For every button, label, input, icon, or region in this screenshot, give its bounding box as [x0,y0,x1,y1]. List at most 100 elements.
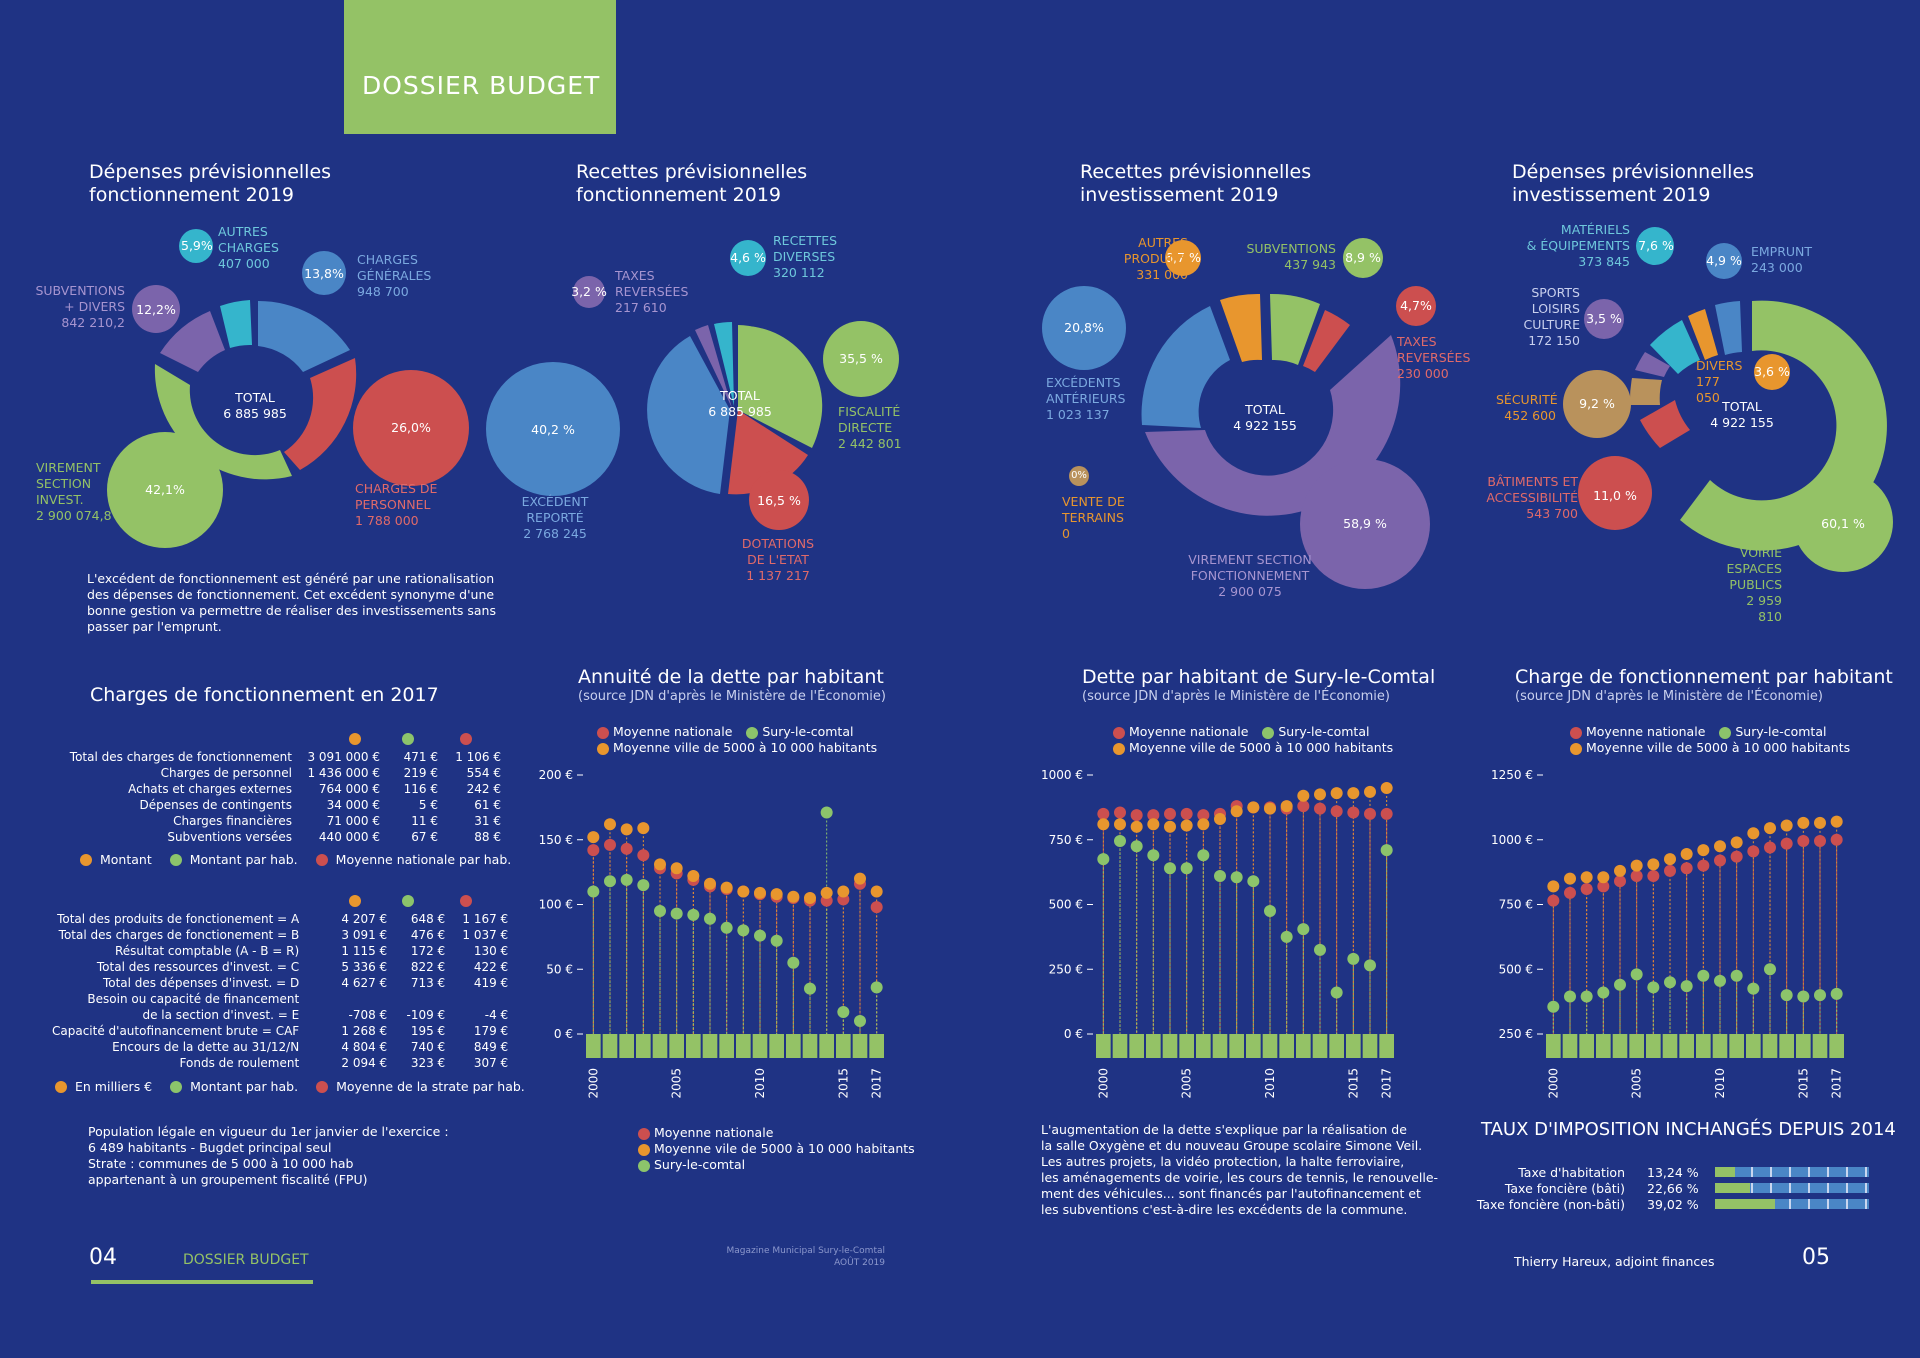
chart2-base-bar [1162,1034,1178,1058]
table2-row: Résultat comptable (A - B = R) 1 115 € 172… [48,943,512,959]
table2-label-cell: Résultat comptable (A - B = R) [114,944,300,958]
table1-dot-nationale [460,733,472,745]
chart3-point [1614,864,1626,877]
donut-3-label-autres-l1: AUTRES [1138,235,1188,250]
chart2-base-bar [1196,1034,1211,1058]
donut-3-bubble-subventions [1343,238,1383,278]
chart3-y-tick-label: 250 € [1499,1027,1533,1041]
chart2-base-bar [1229,1034,1244,1058]
chart3-point [1614,978,1626,991]
chart2-point [1380,781,1393,794]
donut-2-slice-excedent [647,336,730,494]
chart3-legend: Moyenne nationale Sury-le-comtal Moyenne… [1570,724,1850,756]
table2-value-cell: 179 € [473,1024,509,1038]
donut-title-4-line2: investissement 2019 [1512,184,1711,206]
donut-3-total-value: 4 922 155 [1233,418,1297,433]
chart2-y-tick-label: 0 € [1064,1027,1083,1041]
chart3-x-tick-label: 2017 [1830,1068,1844,1099]
donut-1-slice-autres [220,300,252,348]
table1-value-cell: 242 € [466,782,501,796]
chart2-point [1297,789,1310,802]
chart1-legend-bottom-sury: Sury-le-comtal [654,1157,746,1172]
donut-4-pct-divers: 3,6 % [1754,364,1790,379]
chart1-legend-bottom: Moyenne nationale Moyenne vile de 5000 à… [638,1125,915,1173]
chart1-point [820,886,833,899]
chart1-base-bar [819,1034,834,1058]
chart3-point [1647,981,1660,994]
donut-4-pct-voirie: 60,1 % [1821,516,1865,531]
taux-bar [1715,1183,1869,1193]
section-header: DOSSIER BUDGET [344,0,616,134]
chart1-base-bar [786,1034,801,1058]
population-line-2: 6 489 habitants - Bugdet principal seul [88,1140,332,1155]
donut-4-label-securite: SÉCURITÉ 452 600 [1496,392,1558,424]
donut-4-label-sports-l2: LOISIRS [1531,301,1580,316]
donut-2-slice-fiscalite-full [738,325,821,448]
chart2-point [1230,805,1243,818]
donut-2-pct-excedent: 40,2 % [531,422,575,437]
donut-2-total-label: TOTAL [720,388,760,403]
chart1-base-bar [669,1034,684,1058]
chart3-point [1680,862,1693,875]
donut-2-label-recettes-l3: 320 112 [773,265,825,280]
taux-bar [1715,1167,1869,1177]
table2-value-cell: 4 207 € [341,912,388,926]
table1-label-cell: Charges financières [173,814,292,828]
donut-1-label-subventions-l1: SUBVENTIONS [35,283,125,298]
donut-4-pct-sports: 3,5 % [1586,311,1622,326]
donut-3-total-label: TOTAL [1245,402,1285,417]
chart3-point [1647,858,1660,871]
chart2-point [1197,809,1210,822]
chart3-x-tick-label: 2010 [1713,1068,1727,1099]
table2-value-cell: 822 € [410,960,446,974]
donut-4-slice-batiments [1640,400,1690,448]
donut-1-pct-generales: 13,8% [304,266,344,281]
chart1-point [704,877,716,890]
donut-4-pct-batiments: 11,0 % [1593,488,1637,503]
donut-2-label-excedent-l2: REPORTÉ [526,510,584,525]
legend2-strate: Moyenne de la strate par hab. [336,1079,525,1094]
dette-line: les subventions c'est-à-dire les excéden… [1041,1202,1408,1217]
taux-value: 22,66 % [1647,1180,1699,1196]
chart1-plot: 200 € 150 € 100 € 50 € 0 € 2000 2005 2010 2015 20… [539,768,884,1099]
table1-value-cell: 34 000 € [326,798,380,812]
chart3-point [1580,990,1593,1003]
chart2-point [1214,870,1226,883]
donut-3-label-excedents-l1: EXCÉDENTS [1046,375,1121,390]
chart2-point [1097,853,1110,866]
donut-4-bubble-materiels [1636,227,1674,265]
donut-4-label-divers: DIVERS 177 050 [1696,358,1746,406]
donut-title-1: Dépenses prévisionnelles fonctionnement … [89,161,331,207]
table1-dot-par-hab [402,733,414,745]
chart2-subtitle: (source JDN d'après le Ministère de l'Éc… [1082,689,1390,704]
chart1-point [870,885,883,898]
table2-label-cell: Fonds de roulement [179,1056,300,1070]
table2-row: Besoin ou capacité de financement [48,991,512,1007]
table1-legend: Montant Montant par hab. Moyenne nationa… [80,852,511,868]
chart3-base-bar [1662,1034,1678,1058]
donut-title-3: Recettes prévisionnelles investissement … [1080,161,1311,207]
chart2-base-bar [1179,1034,1194,1058]
donut-3-slice-excedents [1141,306,1230,428]
donut-2-pct-dotations: 16,5 % [757,493,801,508]
donut-2-bubble-taxes [573,276,605,308]
chart3-base-bar [1712,1034,1728,1058]
population-line-1: Population légale en vigueur du 1er janv… [88,1124,449,1139]
chart2-point [1147,849,1160,862]
chart3-point [1630,870,1643,883]
taux-bar-fill [1715,1167,1736,1177]
chart3-point [1697,844,1710,857]
chart2-point [1147,818,1160,831]
chart3-base-bar [1762,1034,1778,1058]
chart2-point [1347,806,1360,819]
donut-4-label-divers-l2: 177 050 [1696,374,1720,405]
chart2-point [1347,787,1360,800]
table1-value-cell: 31 € [474,814,501,828]
donut-title-2-line1: Recettes prévisionnelles [576,161,808,183]
dette-line: L'augmentation de la dette s'explique pa… [1041,1122,1407,1137]
table2-value-cell: -708 € [348,1008,388,1022]
chart3-point [1680,980,1693,993]
chart3-point [1664,864,1676,877]
donut-3-slice-autres [1220,293,1262,362]
chart3-point [1797,990,1810,1003]
